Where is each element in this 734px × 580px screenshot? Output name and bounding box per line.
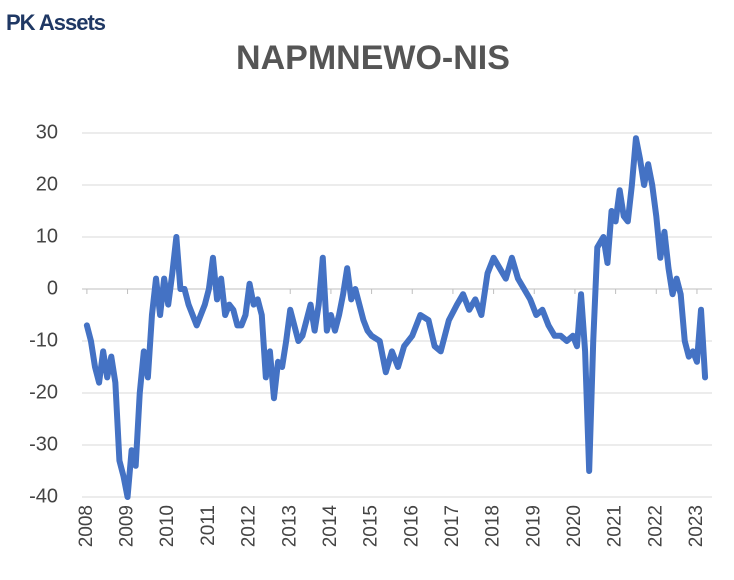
x-tick-label: 2011 [198,505,219,546]
y-tick-label: -40 [29,485,58,507]
x-tick-label: 2017 [442,505,463,547]
x-tick-label: 2021 [605,505,626,547]
x-tick-label: 2019 [523,505,544,547]
brand: PK Assets [6,10,106,35]
x-tick-label: 2016 [401,505,422,547]
x-tick-label: 2012 [239,505,260,547]
chart-title: NAPMNEWO-NIS [236,39,510,77]
x-tick-label: 2023 [686,505,707,547]
x-tick-label: 2022 [645,505,666,547]
line-series [83,135,709,500]
y-tick-label: -30 [29,433,58,455]
x-tick-label: 2014 [320,505,341,548]
y-tick-label: 0 [47,277,58,299]
x-tick-label: 2015 [361,505,382,547]
y-tick-label: -10 [29,329,58,351]
y-tick-label: 20 [36,173,58,195]
x-tick-label: 2013 [279,505,300,547]
y-tick-label: 30 [36,121,58,143]
x-tick-label: 2008 [76,505,97,547]
x-tick-label: 2020 [564,505,585,547]
x-tick-label: 2010 [157,505,178,547]
y-tick-label: 10 [36,225,58,247]
x-tick-label: 2018 [483,505,504,547]
y-tick-label: -20 [29,381,58,403]
x-tick-label: 2009 [117,505,138,547]
